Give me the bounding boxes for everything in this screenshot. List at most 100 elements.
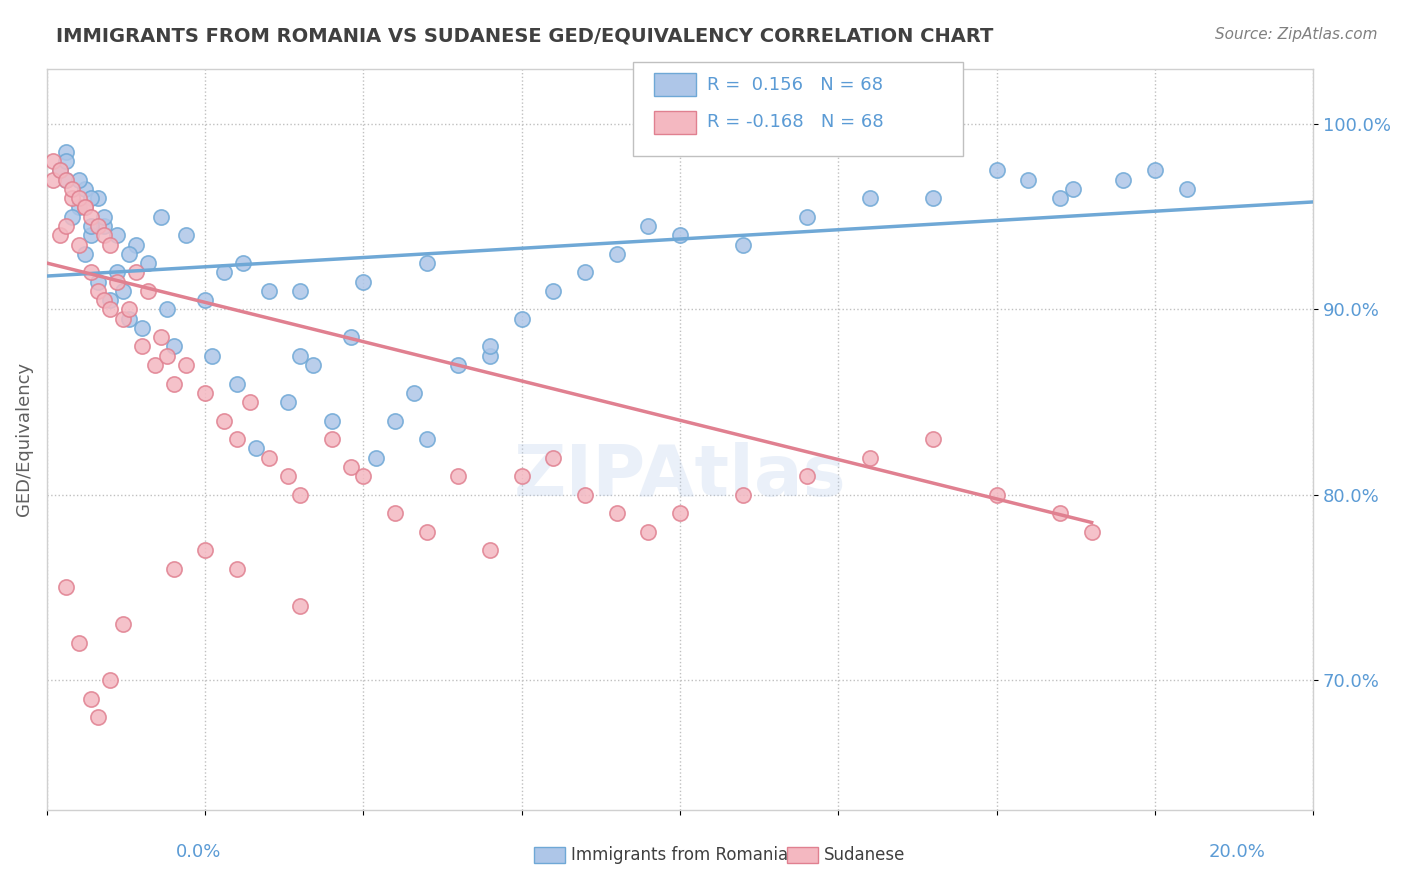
Point bbox=[174, 358, 197, 372]
Point bbox=[86, 710, 108, 724]
Point bbox=[288, 599, 311, 613]
Point bbox=[321, 432, 343, 446]
Point bbox=[55, 580, 77, 594]
Text: Immigrants from Romania: Immigrants from Romania bbox=[571, 846, 787, 863]
Point bbox=[48, 163, 70, 178]
Point bbox=[1049, 191, 1071, 205]
Text: 20.0%: 20.0% bbox=[1209, 843, 1265, 861]
Point bbox=[73, 201, 96, 215]
Point bbox=[859, 450, 882, 465]
Point bbox=[105, 265, 128, 279]
Point bbox=[105, 275, 128, 289]
Point bbox=[80, 210, 103, 224]
Point bbox=[733, 488, 755, 502]
Point bbox=[131, 339, 153, 353]
Point bbox=[1062, 182, 1084, 196]
Point bbox=[118, 311, 141, 326]
Point bbox=[238, 395, 260, 409]
Point bbox=[922, 191, 945, 205]
Point bbox=[796, 469, 818, 483]
Point bbox=[1175, 182, 1198, 196]
Text: ZIPAtlas: ZIPAtlas bbox=[513, 442, 846, 510]
Point bbox=[42, 172, 65, 186]
Point bbox=[143, 358, 166, 372]
Point bbox=[80, 219, 103, 233]
Point bbox=[301, 358, 323, 372]
Point bbox=[276, 469, 298, 483]
Point bbox=[510, 311, 533, 326]
Point bbox=[288, 349, 311, 363]
Point bbox=[136, 284, 159, 298]
Point bbox=[796, 210, 818, 224]
Point bbox=[416, 524, 439, 539]
Point bbox=[67, 191, 90, 205]
Point bbox=[55, 219, 77, 233]
Point bbox=[212, 414, 235, 428]
Point bbox=[986, 163, 1008, 178]
Point bbox=[93, 293, 115, 307]
Point bbox=[67, 636, 90, 650]
Point bbox=[42, 154, 65, 169]
Point bbox=[73, 201, 96, 215]
Point bbox=[156, 349, 179, 363]
Point bbox=[98, 293, 121, 307]
Point bbox=[55, 145, 77, 159]
Point bbox=[55, 172, 77, 186]
Text: Sudanese: Sudanese bbox=[824, 846, 905, 863]
Point bbox=[86, 191, 108, 205]
Point bbox=[93, 219, 115, 233]
Point bbox=[510, 469, 533, 483]
Point bbox=[416, 256, 439, 270]
Point bbox=[124, 237, 146, 252]
Point bbox=[136, 256, 159, 270]
Point bbox=[98, 237, 121, 252]
Point bbox=[606, 506, 628, 520]
Point bbox=[543, 450, 565, 465]
Point bbox=[859, 191, 882, 205]
Point bbox=[149, 210, 172, 224]
Point bbox=[200, 349, 222, 363]
Point bbox=[80, 265, 103, 279]
Point bbox=[73, 247, 96, 261]
Point bbox=[606, 247, 628, 261]
Point bbox=[55, 154, 77, 169]
Point bbox=[340, 330, 363, 344]
Text: R =  0.156   N = 68: R = 0.156 N = 68 bbox=[707, 76, 883, 94]
Point bbox=[98, 673, 121, 687]
Point bbox=[60, 210, 83, 224]
Point bbox=[118, 302, 141, 317]
Point bbox=[105, 228, 128, 243]
Point bbox=[321, 414, 343, 428]
Point bbox=[111, 284, 134, 298]
Point bbox=[156, 302, 179, 317]
Point bbox=[276, 395, 298, 409]
Point bbox=[479, 339, 502, 353]
Point bbox=[543, 284, 565, 298]
Point bbox=[384, 414, 406, 428]
Point bbox=[60, 182, 83, 196]
Point bbox=[479, 349, 502, 363]
Point bbox=[574, 265, 596, 279]
Point bbox=[80, 691, 103, 706]
Point bbox=[384, 506, 406, 520]
Point bbox=[212, 265, 235, 279]
Point bbox=[111, 311, 134, 326]
Point bbox=[288, 284, 311, 298]
Point bbox=[80, 191, 103, 205]
Point bbox=[669, 506, 692, 520]
Point bbox=[162, 376, 184, 391]
Point bbox=[416, 432, 439, 446]
Point bbox=[67, 201, 90, 215]
Point bbox=[1112, 172, 1135, 186]
Point bbox=[131, 321, 153, 335]
Point bbox=[174, 228, 197, 243]
Point bbox=[48, 163, 70, 178]
Point bbox=[1049, 506, 1071, 520]
Point bbox=[55, 172, 77, 186]
Point bbox=[225, 376, 247, 391]
Point bbox=[225, 562, 247, 576]
Point bbox=[48, 228, 70, 243]
Point bbox=[733, 237, 755, 252]
Point bbox=[669, 228, 692, 243]
Point bbox=[86, 284, 108, 298]
